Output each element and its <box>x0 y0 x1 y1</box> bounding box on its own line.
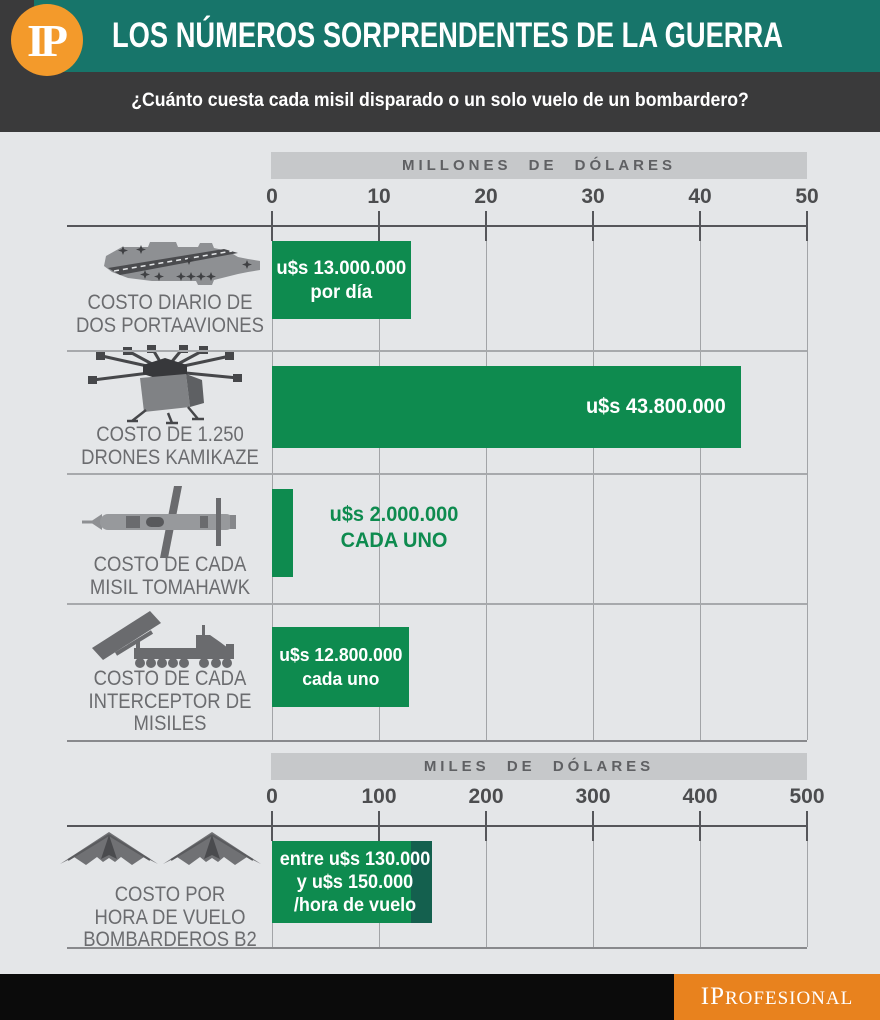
axis-gridline <box>272 227 273 740</box>
header: LOS NÚMEROS SORPRENDENTES DE LA GUERRA I… <box>0 0 880 132</box>
footer-brand-rest: ROFESIONAL <box>725 988 854 1009</box>
axis-tick-mark <box>806 811 808 841</box>
bar-value-line: u$s 13.000.000 <box>276 257 407 279</box>
axis-gridline <box>700 227 701 740</box>
bar-value-line: /hora de vuelo <box>293 895 417 916</box>
aircraft-carrier-icon <box>92 234 262 301</box>
bar-value-line: u$s 2.000.000 <box>329 503 459 526</box>
axis-tick-label: 20 <box>474 185 498 208</box>
brand-logo: IP <box>11 4 83 76</box>
axis-gridline <box>379 227 380 740</box>
bar-interceptor: u$s 12.800.000 cada uno <box>272 627 409 707</box>
row-label-drones: COSTO DE 1.250 DRONES KAMIKAZE <box>73 423 267 469</box>
bar-value-line: CADA UNO <box>340 529 448 552</box>
bar-value-line: cada uno <box>301 668 380 689</box>
bar-value: u$s 43.800.000 <box>586 395 737 419</box>
row-label-line: INTERCEPTOR DE MISILES <box>88 689 252 735</box>
row-label-line: COSTO POR <box>114 883 226 906</box>
bar-tomahawk <box>272 489 294 577</box>
axis-tick-label: 400 <box>682 785 718 808</box>
row-label-portaaviones: COSTO DIARIO DE DOS PORTAAVIONES <box>73 291 267 337</box>
axis-tick-label: 300 <box>575 785 611 808</box>
b2-bomber-icon <box>163 832 261 881</box>
row-label-line: MISIL TOMAHAWK <box>89 575 251 599</box>
row-label-line: BOMBARDEROS B2 <box>83 928 257 951</box>
axis-gridline <box>700 827 701 947</box>
row-label-line: COSTO DE CADA <box>93 553 247 576</box>
bar-b2 <box>272 841 412 923</box>
tomahawk-missile-icon <box>82 486 252 563</box>
axis-line-chart1 <box>67 225 807 227</box>
bar-value-outside: u$s 2.000.000 CADA UNO <box>308 502 481 554</box>
row-separator <box>67 603 807 605</box>
row-separator <box>67 473 807 475</box>
page-title: LOS NÚMEROS SORPRENDENTES DE LA GUERRA <box>112 16 783 55</box>
axis-tick-label: 50 <box>795 185 819 208</box>
axis-tick-label: 10 <box>367 185 391 208</box>
bar-value: u$s 13.000.000 por día <box>277 256 407 304</box>
bar-value: u$s 12.800.000 cada uno <box>279 643 402 691</box>
unit-axis-title-millions: MILLONES DE DÓLARES <box>271 152 807 179</box>
axis-gridline <box>593 827 594 947</box>
bar-b2-range-extension <box>411 841 433 923</box>
row-label-line: DOS PORTAAVIONES <box>76 313 264 337</box>
footer-brand-main: IP <box>700 983 725 1010</box>
axis-gridline <box>486 827 487 947</box>
chart1-bottom-line <box>67 740 807 742</box>
row-label-b2: COSTO POR HORA DE VUELO BOMBARDEROS B2 <box>73 883 267 952</box>
axis-tick-mark <box>806 211 808 241</box>
axis-tick-label: 30 <box>581 185 605 208</box>
axis-tick-label: 40 <box>688 185 712 208</box>
axis-tick-label: 100 <box>361 785 397 808</box>
row-label-line: COSTO DE CADA <box>93 667 247 690</box>
axis-gridline <box>593 227 594 740</box>
row-label-tomahawk: COSTO DE CADA MISIL TOMAHAWK <box>73 553 267 599</box>
row-label-line: COSTO DE 1.250 <box>96 423 244 446</box>
axis-tick-label: 500 <box>789 785 825 808</box>
axis-line-chart2 <box>67 825 807 827</box>
page-subtitle-text: ¿Cuánto cuesta cada misil disparado o un… <box>131 90 749 111</box>
axis-gridline <box>486 227 487 740</box>
row-label-interceptor: COSTO DE CADA INTERCEPTOR DE MISILES <box>56 667 285 736</box>
missile-interceptor-icon <box>92 608 244 677</box>
bar-value: entre u$s 130.000 y u$s 150.000 /hora de… <box>276 848 434 917</box>
row-label-line: COSTO DIARIO DE <box>87 291 253 314</box>
bar-value-line: entre u$s 130.000 <box>279 849 431 870</box>
footer-brand: IP ROFESIONAL <box>674 974 880 1020</box>
axis-tick-label: 0 <box>266 185 278 208</box>
axis-gridline <box>807 827 808 947</box>
axis-gridline <box>807 227 808 740</box>
axis-tick-label: 0 <box>266 785 278 808</box>
page-subtitle: ¿Cuánto cuesta cada misil disparado o un… <box>0 90 880 112</box>
bar-value-line: u$s 12.800.000 <box>278 644 403 665</box>
bar-portaaviones: u$s 13.000.000 por día <box>272 241 412 319</box>
row-separator <box>67 350 807 352</box>
row-label-line: DRONES KAMIKAZE <box>81 445 259 469</box>
title-banner <box>34 0 880 72</box>
bar-value-line: y u$s 150.000 <box>296 872 414 893</box>
row-label-line: HORA DE VUELO <box>94 905 246 929</box>
bar-value-line: u$s 43.800.000 <box>585 395 726 418</box>
bar-value-line: por día <box>310 281 373 303</box>
axis-tick-label: 200 <box>468 785 504 808</box>
b2-bomber-icon <box>60 832 158 881</box>
unit-axis-title-thousands: MILES DE DÓLARES <box>271 753 807 780</box>
chart2-bottom-line <box>67 947 807 949</box>
kamikaze-drone-icon <box>88 345 243 430</box>
bar-drones: u$s 43.800.000 <box>272 366 741 448</box>
